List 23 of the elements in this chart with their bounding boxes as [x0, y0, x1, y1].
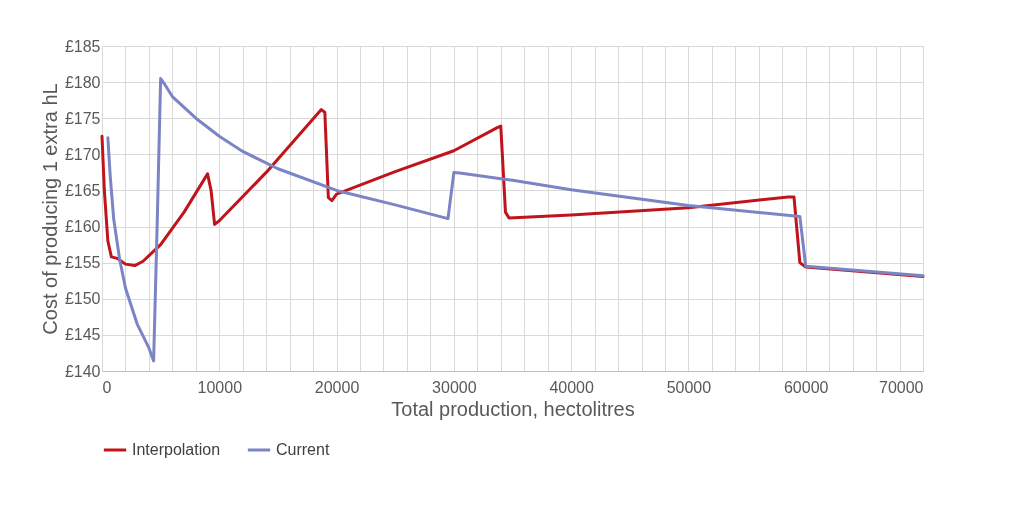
y-tick-label: £180	[64, 73, 101, 91]
line-series	[106, 77, 925, 363]
x-tick-label: 60000	[783, 378, 829, 396]
y-axis-title: Cost of producing 1 extra hL	[38, 83, 61, 335]
y-tick-label: £145	[64, 326, 101, 344]
x-tick-label: 70000	[879, 378, 924, 396]
x-axis-title: Total production, hectolitres	[391, 397, 635, 420]
x-tick-label: 30000	[432, 378, 477, 396]
x-tick-label: 40000	[549, 378, 594, 396]
x-tick-label: 50000	[666, 378, 712, 396]
y-tick-label: £185	[64, 37, 101, 55]
x-tick-label: 0	[102, 378, 112, 396]
y-tick-label: £140	[64, 362, 101, 380]
y-tick-label: £150	[64, 290, 101, 308]
legend-label: Current	[276, 441, 330, 458]
y-tick-label: £175	[64, 109, 101, 127]
y-tick-label: £155	[64, 254, 101, 272]
x-tick-label: 10000	[197, 378, 243, 396]
y-tick-label: £165	[64, 181, 101, 199]
y-tick-label: £160	[64, 218, 101, 236]
y-tick-label: £170	[64, 145, 101, 163]
legend-label: Interpolation	[132, 441, 221, 458]
x-tick-label: 20000	[314, 378, 360, 396]
